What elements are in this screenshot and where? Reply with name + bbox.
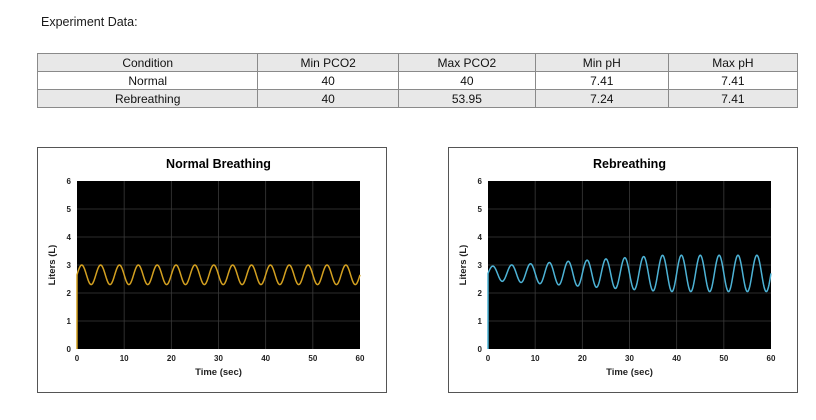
chart-title: Rebreathing: [593, 157, 666, 171]
x-tick-label: 50: [719, 354, 728, 363]
x-tick-label: 40: [672, 354, 681, 363]
x-tick-label: 60: [356, 354, 365, 363]
x-tick-label: 0: [75, 354, 80, 363]
table-row: Rebreathing 40 53.95 7.24 7.41: [36, 89, 799, 108]
header-condition: Condition: [36, 53, 259, 72]
normal-breathing-svg: Normal Breathing 0 10 20 30 40 50 60 0 1 2 3 4 5 6 Time…: [47, 157, 365, 378]
table-row: Normal 40 40 7.41 7.41: [36, 71, 799, 90]
y-tick-label: 4: [67, 233, 72, 242]
x-tick-label: 30: [625, 354, 634, 363]
y-tick-label: 1: [67, 317, 72, 326]
cell-min-pco2: 40: [257, 89, 399, 108]
x-tick-label: 0: [486, 354, 491, 363]
normal-breathing-chart: Normal Breathing 0 10 20 30 40 50 60 0 1 2 3 4 5 6 Time…: [37, 147, 387, 393]
x-tick-label: 30: [214, 354, 223, 363]
y-axis-label: Liters (L): [458, 245, 469, 286]
y-tick-label: 1: [478, 317, 483, 326]
y-tick-label: 6: [478, 177, 483, 186]
cell-max-ph: 7.41: [667, 89, 799, 108]
cell-condition: Normal: [36, 71, 259, 90]
y-tick-label: 2: [478, 289, 483, 298]
cell-max-pco2: 40: [397, 71, 536, 90]
x-tick-label: 40: [261, 354, 270, 363]
table-header-row: Condition Min PCO2 Max PCO2 Min pH Max p…: [36, 53, 799, 72]
y-tick-label: 0: [478, 345, 483, 354]
x-tick-label: 10: [531, 354, 540, 363]
y-tick-label: 5: [67, 205, 72, 214]
x-tick-label: 10: [120, 354, 129, 363]
series-line: [76, 264, 361, 349]
cell-max-ph: 7.41: [667, 71, 799, 90]
x-tick-label: 20: [578, 354, 587, 363]
header-max-ph: Max pH: [667, 53, 799, 72]
rebreathing-chart: Rebreathing 0 10 20 30 40 50 60 0 1 2 3 4 5 6 Time (sec…: [448, 147, 798, 393]
x-tick-label: 60: [767, 354, 776, 363]
y-tick-label: 3: [67, 261, 72, 270]
header-max-pco2: Max PCO2: [397, 53, 536, 72]
rebreathing-svg: Rebreathing 0 10 20 30 40 50 60 0 1 2 3 4 5 6 Time (sec…: [458, 157, 776, 378]
y-tick-label: 0: [67, 345, 72, 354]
experiment-heading: Experiment Data:: [41, 15, 138, 29]
header-min-pco2: Min PCO2: [257, 53, 399, 72]
header-min-ph: Min pH: [534, 53, 669, 72]
x-axis-label: Time (sec): [195, 367, 242, 378]
x-axis-label: Time (sec): [606, 367, 653, 378]
cell-min-ph: 7.24: [534, 89, 669, 108]
experiment-data-table: Condition Min PCO2 Max PCO2 Min pH Max p…: [36, 53, 799, 108]
y-tick-label: 3: [478, 261, 483, 270]
cell-min-pco2: 40: [257, 71, 399, 90]
y-tick-label: 5: [478, 205, 483, 214]
y-tick-label: 4: [478, 233, 483, 242]
x-tick-label: 50: [308, 354, 317, 363]
y-axis-label: Liters (L): [47, 245, 58, 286]
cell-min-ph: 7.41: [534, 71, 669, 90]
x-tick-label: 20: [167, 354, 176, 363]
chart-title: Normal Breathing: [166, 157, 271, 171]
cell-max-pco2: 53.95: [397, 89, 536, 108]
y-tick-label: 6: [67, 177, 72, 186]
y-tick-label: 2: [67, 289, 72, 298]
cell-condition: Rebreathing: [36, 89, 259, 108]
series-line: [487, 254, 772, 349]
